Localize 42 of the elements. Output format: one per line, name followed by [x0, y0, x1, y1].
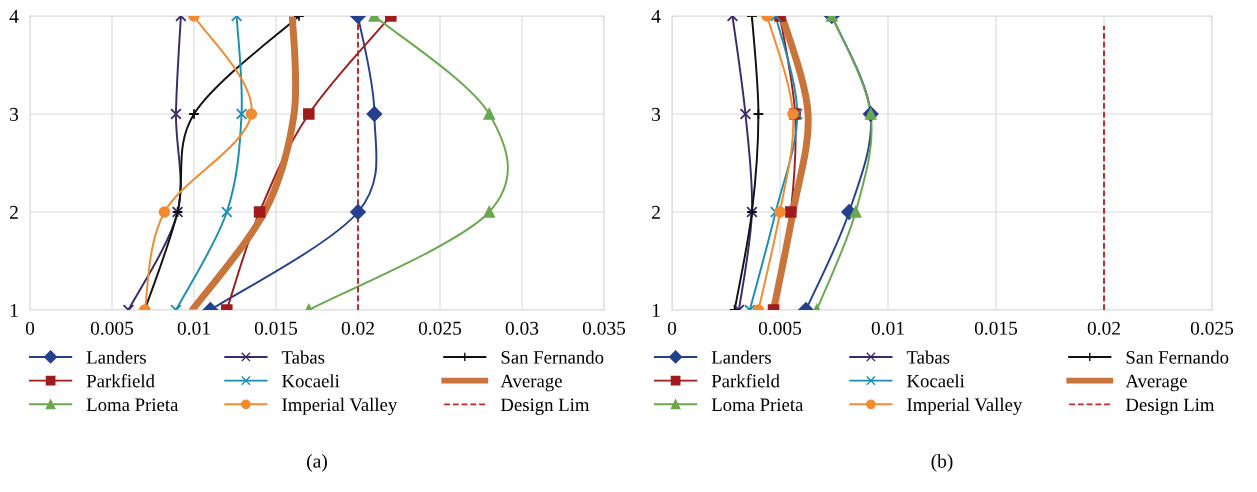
x-tick-label: 0.03 — [505, 321, 539, 335]
legend-label: Landers — [86, 350, 146, 364]
legend-label: Average — [500, 374, 562, 392]
x-tick-label: 0.015 — [254, 321, 298, 335]
x-tick-label: 0 — [25, 321, 35, 335]
legend-label: San Fernando — [1126, 350, 1229, 364]
legend-label: Loma Prieta — [86, 398, 179, 412]
y-tick-label: 1 — [10, 303, 18, 317]
x-tick-label: 0.02 — [341, 321, 374, 335]
legend-label: San Fernando — [501, 350, 604, 364]
x-tick-label: 0.025 — [418, 321, 462, 335]
y-tick-label: 3 — [10, 107, 19, 121]
y-tick-label: 3 — [652, 107, 661, 121]
y-tick-label: 2 — [652, 205, 660, 219]
x-tick-label: 0.015 — [974, 321, 1018, 335]
legend-label: Average — [1125, 374, 1187, 392]
x-tick-label: 0.02 — [1087, 321, 1120, 335]
legend-label: Parkfield — [711, 374, 780, 388]
legend-label: Parkfield — [86, 374, 155, 388]
legend-label: Tabas — [906, 350, 950, 364]
x-tick-label: 0.01 — [177, 321, 210, 335]
y-tick-label: 4 — [651, 9, 661, 23]
legend-label: Imperial Valley — [907, 397, 1023, 415]
x-tick-label: 0 — [667, 321, 677, 335]
x-tick-label: 0.025 — [1190, 321, 1234, 335]
legend-label: Design Lim — [1125, 398, 1215, 415]
legend-label: Loma Prieta — [711, 398, 804, 412]
legend-label: Kocaeli — [907, 374, 965, 388]
text: (b) — [931, 454, 953, 472]
y-tick-label: 1 — [652, 303, 660, 317]
legend-label: Kocaeli — [282, 374, 340, 388]
text: (a) — [307, 454, 327, 472]
y-tick-label: 4 — [9, 9, 19, 23]
y-tick-label: 2 — [10, 205, 18, 219]
legend-label: Design Lim — [500, 398, 590, 415]
x-tick-label: 0.005 — [758, 321, 802, 335]
x-tick-label: 0.005 — [90, 321, 134, 335]
legend-label: Imperial Valley — [282, 397, 398, 415]
legend-label: Landers — [711, 350, 771, 364]
x-tick-label: 0.01 — [871, 321, 904, 335]
x-tick-label: 0.035 — [582, 321, 626, 335]
legend-label: Tabas — [281, 350, 325, 364]
